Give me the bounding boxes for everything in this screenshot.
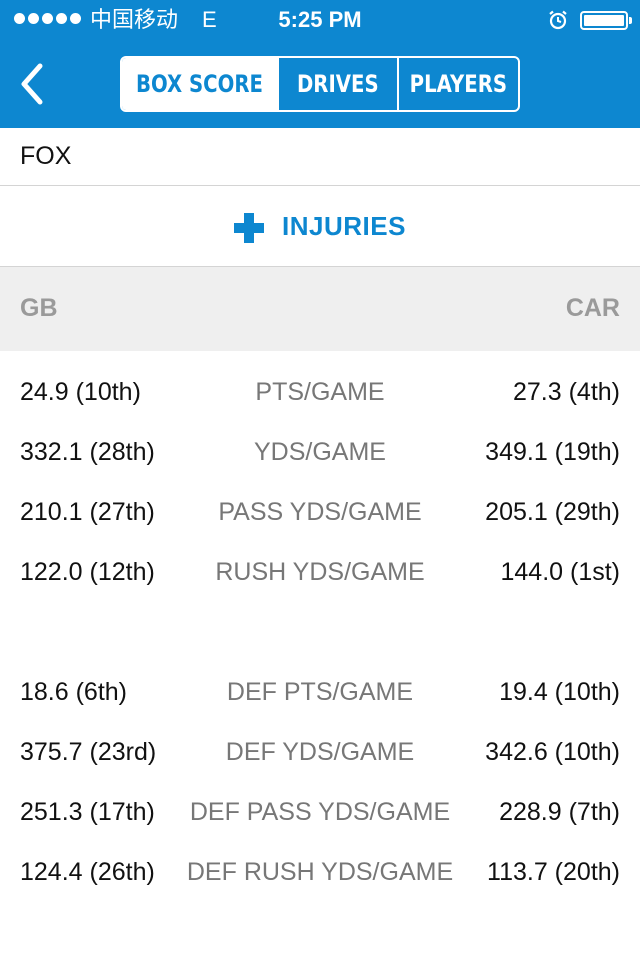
- team-right-value: 228.9 (7th): [499, 798, 620, 826]
- defense-stat-row: 251.3 (17th) DEF PASS YDS/GAME 228.9 (7th): [0, 784, 640, 844]
- defense-stat-row: 18.6 (6th) DEF PTS/GAME 19.4 (10th): [0, 664, 640, 724]
- defense-stat-row: 124.4 (26th) DEF RUSH YDS/GAME 113.7 (20th…: [0, 844, 640, 904]
- offense-stat-row: 332.1 (28th) YDS/GAME 349.1 (19th): [0, 424, 640, 484]
- top-header: 中国移动 E 5:25 PM BOX SCORE DRIVES PLAYERS: [0, 0, 640, 128]
- carrier-name: 中国移动: [90, 7, 179, 32]
- status-bar: 中国移动 E 5:25 PM: [0, 0, 640, 40]
- tab-label: DRIVES: [297, 70, 379, 98]
- team-left-abbrev: GB: [20, 294, 58, 322]
- stat-name: DEF RUSH YDS/GAME: [186, 858, 454, 886]
- teams-header: GB CAR: [0, 267, 640, 351]
- team-left-value: 332.1 (28th): [20, 438, 155, 466]
- stat-name: YDS/GAME: [254, 438, 386, 466]
- stat-name: DEF PASS YDS/GAME: [189, 798, 451, 826]
- defense-stat-row: 375.7 (23rd) DEF YDS/GAME 342.6 (10th): [0, 724, 640, 784]
- team-left-value: 18.6 (6th): [20, 678, 128, 706]
- team-right-value: 19.4 (10th): [499, 678, 620, 706]
- team-right-value: 27.3 (4th): [512, 378, 620, 406]
- broadcast-network: FOX: [20, 142, 72, 170]
- injuries-label: INJURIES: [282, 211, 406, 241]
- team-left-value: 124.4 (26th): [20, 858, 155, 886]
- battery-icon: [580, 11, 632, 30]
- tab-players[interactable]: PLAYERS: [397, 58, 518, 110]
- team-right-value: 349.1 (19th): [485, 438, 620, 466]
- injuries-button[interactable]: INJURIES: [0, 187, 640, 267]
- tab-box-score[interactable]: BOX SCORE: [122, 58, 277, 110]
- chevron-left-icon: [21, 63, 43, 105]
- team-right-value: 113.7 (20th): [487, 858, 620, 886]
- team-left-value: 122.0 (12th): [20, 558, 155, 586]
- team-left-value: 375.7 (23rd): [20, 738, 157, 766]
- alarm-clock-icon: [549, 10, 567, 30]
- team-left-value: 24.9 (10th): [20, 378, 141, 406]
- offense-stat-row: 122.0 (12th) RUSH YDS/GAME 144.0 (1st): [0, 544, 640, 604]
- signal-strength-icon: [14, 13, 81, 24]
- offense-stat-row: 24.9 (10th) PTS/GAME 27.3 (4th): [0, 364, 640, 424]
- team-right-value: 205.1 (29th): [485, 498, 620, 526]
- network-type: E: [202, 7, 217, 32]
- stat-name: RUSH YDS/GAME: [215, 558, 425, 586]
- stat-name: DEF YDS/GAME: [225, 738, 415, 766]
- tab-drives[interactable]: DRIVES: [276, 58, 397, 110]
- status-time: 5:25 PM: [278, 7, 362, 32]
- team-right-value: 342.6 (10th): [485, 738, 620, 766]
- broadcast-network-row: FOX: [0, 128, 640, 186]
- team-left-value: 210.1 (27th): [20, 498, 155, 526]
- plus-icon: [234, 212, 265, 243]
- view-segmented-control: BOX SCORE DRIVES PLAYERS: [120, 56, 520, 112]
- stat-name: PTS/GAME: [255, 378, 385, 406]
- stat-name: PASS YDS/GAME: [218, 498, 422, 526]
- offense-stat-row: 210.1 (27th) PASS YDS/GAME 205.1 (29th): [0, 484, 640, 544]
- section-spacer: [0, 604, 640, 664]
- team-right-abbrev: CAR: [565, 294, 620, 322]
- back-button[interactable]: [10, 58, 54, 110]
- tab-label: BOX SCORE: [135, 70, 263, 98]
- tab-label: PLAYERS: [409, 70, 508, 98]
- stats-table: 24.9 (10th) PTS/GAME 27.3 (4th) 332.1 (28th…: [0, 364, 640, 904]
- team-left-value: 251.3 (17th): [20, 798, 155, 826]
- team-right-value: 144.0 (1st): [500, 558, 620, 586]
- stat-name: DEF PTS/GAME: [226, 678, 414, 706]
